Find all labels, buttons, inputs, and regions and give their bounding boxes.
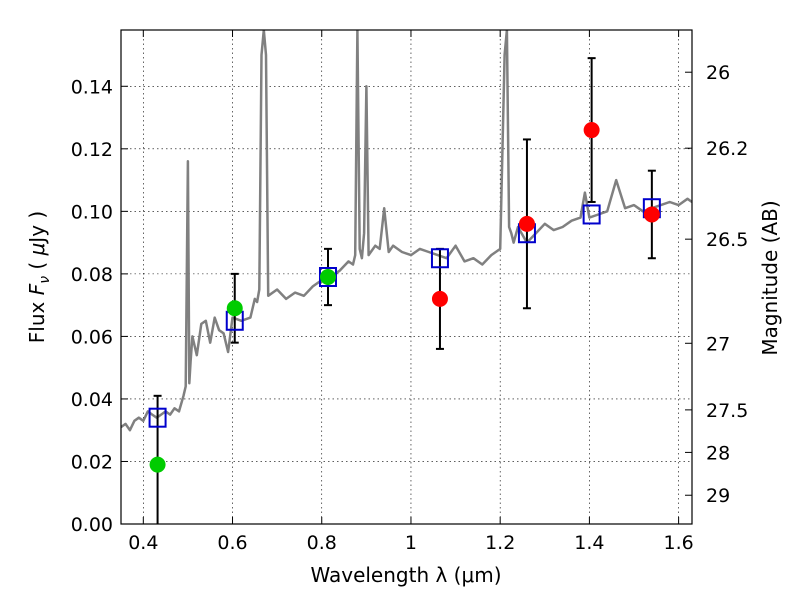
model-square-point (430, 248, 449, 269)
y-tick-label: 0.08 (71, 264, 113, 286)
y-tick-label: 0.10 (71, 201, 113, 223)
model-square-point (582, 204, 601, 225)
y2-tick-label: 29 (706, 485, 730, 507)
grid (121, 30, 692, 525)
data-point (226, 300, 243, 317)
x-axis-label: Wavelength λ (μm) (310, 563, 501, 587)
marker-layer (148, 122, 661, 473)
spectrum-line (121, 30, 692, 432)
data-point (583, 122, 600, 139)
y2-tick-label: 27.5 (706, 400, 748, 422)
y-tick-label: 0.00 (71, 514, 113, 536)
y2-tick-label: 26.2 (706, 138, 748, 160)
x-tick-label: 1.4 (574, 532, 604, 554)
x-tick-label: 1.2 (485, 532, 515, 554)
y-tick-label: 0.02 (71, 451, 113, 473)
x-tick-label: 0.4 (128, 532, 158, 554)
spectrum-layer (121, 30, 692, 432)
y-tick-label: 0.06 (71, 326, 113, 348)
y2-tick-label: 26 (706, 62, 730, 84)
errorbar-layer (153, 57, 656, 524)
model-square-point (148, 407, 167, 428)
y2-tick-label: 27 (706, 333, 730, 355)
data-point (518, 215, 535, 232)
y-tick-label: 0.14 (71, 76, 113, 98)
y-tick-label: 0.12 (71, 139, 113, 161)
tick-layer: 0.4 0.6 0.8 1 1.2 1.4 1.6 0.00 0.02 0.04 0.06 0.08 0… (71, 30, 748, 554)
y2-tick-label: 26.5 (706, 229, 748, 251)
plot-frame (120, 29, 693, 525)
data-point (431, 290, 448, 307)
y2-tick-label: 28 (706, 442, 730, 464)
x-tick-label: 0.8 (307, 532, 337, 554)
data-point (643, 206, 660, 223)
data-point (149, 456, 166, 473)
data-point (319, 269, 336, 285)
y2-axis-label: Magnitude (AB) (758, 200, 782, 355)
x-tick-label: 1 (405, 532, 417, 554)
y-axis-label: Flux Fν ( μJy ) (25, 211, 53, 343)
x-tick-label: 1.6 (664, 532, 694, 554)
x-tick-label: 0.6 (217, 532, 247, 554)
y-tick-label: 0.04 (71, 389, 113, 411)
